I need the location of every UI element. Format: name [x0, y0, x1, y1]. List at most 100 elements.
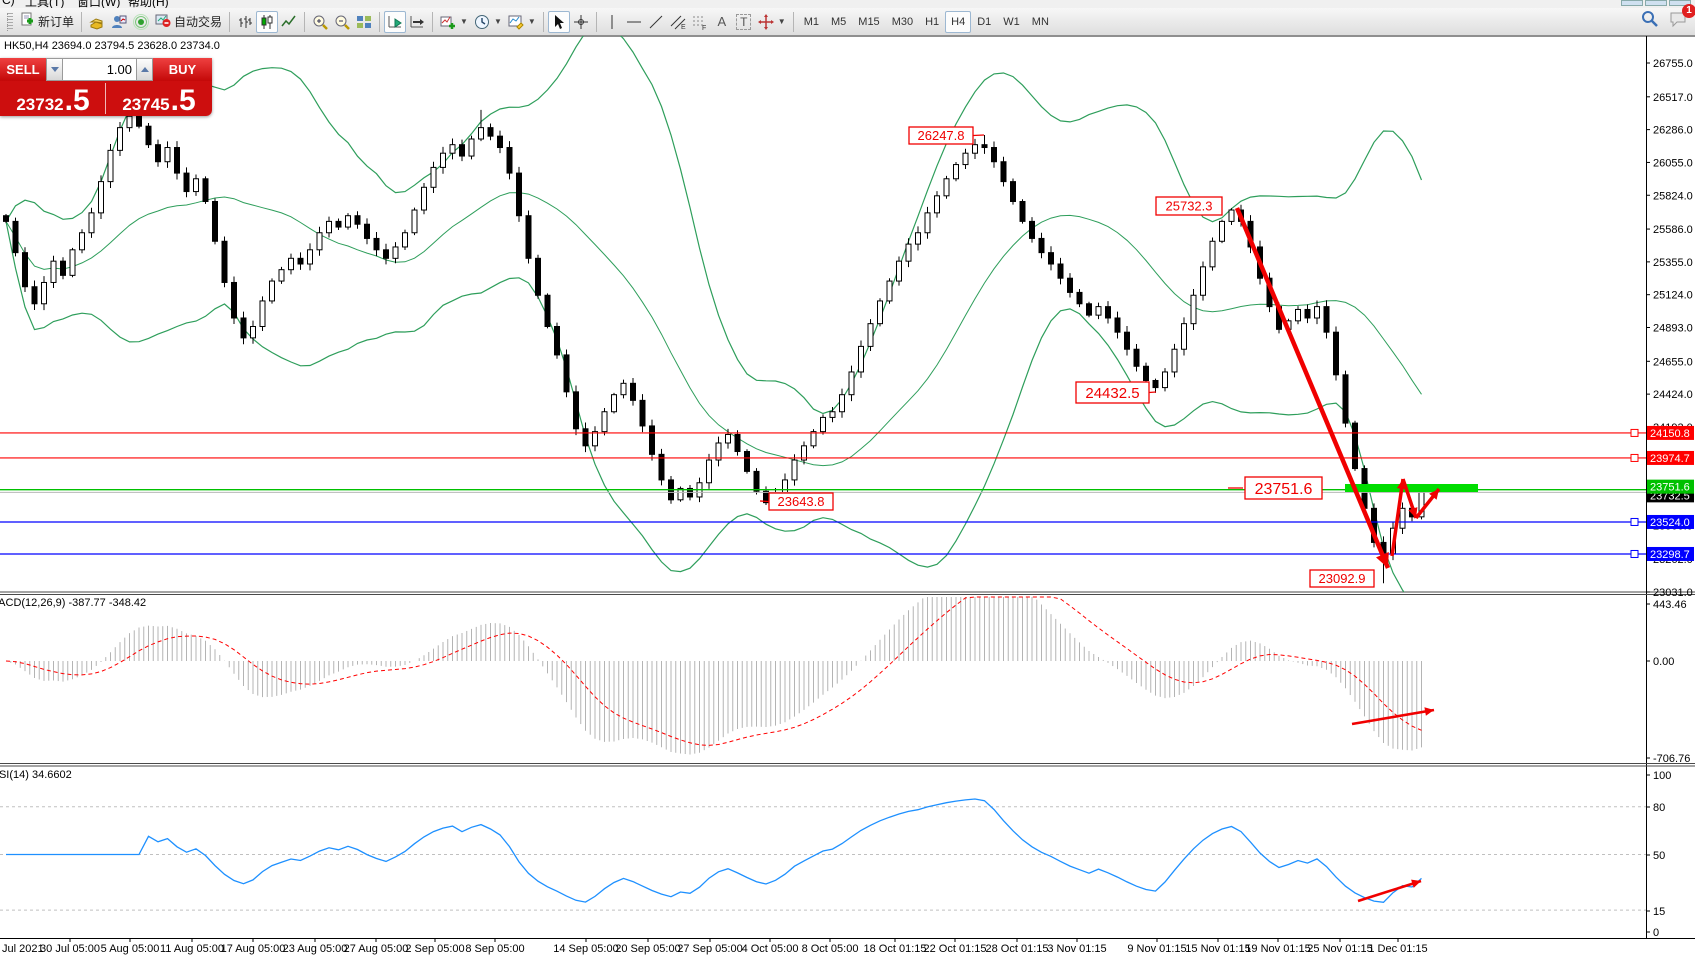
zoom-out-button[interactable] — [331, 11, 353, 33]
timeframe-h1[interactable]: H1 — [919, 11, 945, 33]
svg-text:26755.0: 26755.0 — [1653, 58, 1693, 70]
candle-body — [126, 115, 133, 129]
svg-text:443.46: 443.46 — [1653, 599, 1687, 611]
zoom-in-button[interactable] — [309, 11, 331, 33]
horizontal-line-tool-button[interactable] — [623, 11, 645, 33]
signals-button[interactable] — [130, 11, 152, 33]
maximize-button[interactable] — [1645, 0, 1667, 6]
chart-shift-button[interactable] — [406, 11, 428, 33]
crosshair-tool-button[interactable] — [570, 11, 592, 33]
candle-body — [1057, 263, 1064, 279]
fibonacci-tool-button[interactable]: F — [689, 11, 711, 33]
highlight-zone-rect[interactable] — [1345, 484, 1478, 492]
drawn-arrow[interactable] — [1351, 708, 1435, 726]
svg-text:30 Jul 05:00: 30 Jul 05:00 — [40, 943, 100, 955]
timeframe-w1[interactable]: W1 — [997, 11, 1026, 33]
menu-item-help[interactable]: 帮助(H) — [128, 0, 169, 8]
periods-button[interactable]: ▼ — [471, 11, 505, 33]
cursor-tool-button[interactable] — [547, 10, 570, 33]
price-annotation-24432.5[interactable]: 24432.5 — [1075, 381, 1157, 404]
line-anchor-marker[interactable] — [1630, 549, 1639, 558]
candle-body — [354, 215, 361, 225]
new-order-button[interactable]: 新订单 — [16, 11, 77, 33]
close-button[interactable] — [1669, 0, 1691, 6]
rsi-indicator-label: RSI(14) 34.6602 — [0, 769, 72, 781]
vertical-line-tool-button[interactable] — [601, 11, 623, 33]
search-icon[interactable] — [1641, 10, 1659, 33]
autotrading-icon — [155, 12, 171, 31]
candle-body — [867, 323, 874, 347]
timeframe-m1[interactable]: M1 — [798, 11, 825, 33]
indicators-button[interactable]: ▼ — [437, 11, 471, 33]
volume-decrease-button[interactable] — [46, 58, 63, 81]
candle-body — [316, 232, 323, 251]
shapes-tool-button[interactable]: ▼ — [755, 11, 789, 33]
timeframe-m30[interactable]: M30 — [886, 11, 919, 33]
price-annotation-25732.3[interactable]: 25732.3 — [1155, 196, 1223, 216]
candle-body — [60, 260, 66, 276]
svg-text:23751.6: 23751.6 — [1650, 482, 1690, 494]
svg-text:1 Dec 01:15: 1 Dec 01:15 — [1368, 943, 1427, 955]
timeframe-h4[interactable]: H4 — [945, 10, 972, 33]
timeframe-m15[interactable]: M15 — [852, 11, 885, 33]
autotrading-button[interactable]: 自动交易 — [152, 11, 225, 33]
notifications-icon[interactable]: 1 — [1669, 4, 1695, 33]
sell-button[interactable]: SELL — [0, 58, 46, 81]
auto-scroll-button[interactable] — [384, 10, 407, 33]
menu-item-tools[interactable]: 工具(T) — [25, 0, 65, 8]
line-anchor-marker[interactable] — [1630, 517, 1639, 526]
text-tool-button[interactable]: A — [711, 11, 733, 33]
candle-body — [639, 399, 646, 427]
candle-body — [145, 125, 152, 146]
candle-body — [601, 411, 608, 433]
menu-item-window[interactable]: 窗口(W) — [77, 0, 121, 8]
timeframe-m5[interactable]: M5 — [825, 11, 852, 33]
price-annotation-23643.8[interactable]: 23643.8 — [759, 492, 834, 511]
bar-chart-mode-button[interactable] — [234, 11, 256, 33]
channel-tool-button[interactable]: E — [667, 11, 689, 33]
candle-body — [516, 172, 522, 217]
templates-button[interactable]: ▼ — [505, 11, 539, 33]
price-annotation-23751.6[interactable]: 23751.6 — [1228, 476, 1323, 500]
timeframe-d1[interactable]: D1 — [971, 11, 997, 33]
line-chart-mode-button[interactable] — [278, 11, 300, 33]
line-anchor-marker[interactable] — [1630, 453, 1639, 462]
buy-button[interactable]: BUY — [153, 58, 212, 81]
tile-windows-button[interactable] — [353, 11, 375, 33]
chart-area[interactable]: 26247.8 25732.3 24432.5 23751.6 23643.8 23092… — [0, 36, 1695, 960]
price-annotation-26247.8[interactable]: 26247.8 — [908, 126, 985, 145]
text-label-tool-button[interactable]: T — [733, 11, 755, 33]
volume-increase-button[interactable] — [136, 58, 153, 81]
candle-body — [839, 394, 845, 413]
volume-input[interactable]: 1.00 — [63, 58, 136, 81]
main-price-pane: 26247.8 25732.3 24432.5 23751.6 23643.8 23092… — [0, 36, 1646, 592]
trendline-tool-button[interactable] — [645, 11, 667, 33]
price-annotation-23092.9[interactable]: 23092.9 — [1309, 569, 1375, 588]
axis-price-label — [1647, 514, 1694, 529]
drawn-arrow[interactable] — [1390, 478, 1405, 557]
candle-body — [715, 442, 722, 461]
candle-body — [649, 425, 655, 455]
minimize-button[interactable] — [1621, 0, 1643, 6]
drawn-arrow[interactable] — [1234, 207, 1391, 569]
candle-body — [3, 215, 9, 222]
svg-text:22 Oct 01:15: 22 Oct 01:15 — [924, 943, 987, 955]
bollinger-middle-band — [5, 192, 1422, 467]
line-anchor-marker[interactable] — [1630, 428, 1639, 437]
menu-item-chart[interactable]: C) — [2, 0, 15, 7]
candle-body — [1019, 201, 1026, 222]
candle-body — [991, 147, 997, 163]
arrow-head — [1408, 507, 1418, 518]
svg-text:2 Sep 05:00: 2 Sep 05:00 — [405, 943, 464, 955]
drawn-arrow[interactable] — [1357, 879, 1422, 903]
navigator-button[interactable] — [108, 11, 130, 33]
candlestick-mode-button[interactable] — [256, 10, 279, 33]
toolbar-grip[interactable] — [7, 12, 13, 31]
market-watch-button[interactable] — [86, 11, 108, 33]
svg-text:5 Aug 05:00: 5 Aug 05:00 — [101, 943, 160, 955]
timeframe-mn[interactable]: MN — [1026, 11, 1055, 33]
candle-body — [430, 166, 437, 188]
candle-body — [383, 249, 389, 259]
svg-text:24424.0: 24424.0 — [1653, 389, 1693, 401]
candle-body — [1219, 220, 1225, 242]
